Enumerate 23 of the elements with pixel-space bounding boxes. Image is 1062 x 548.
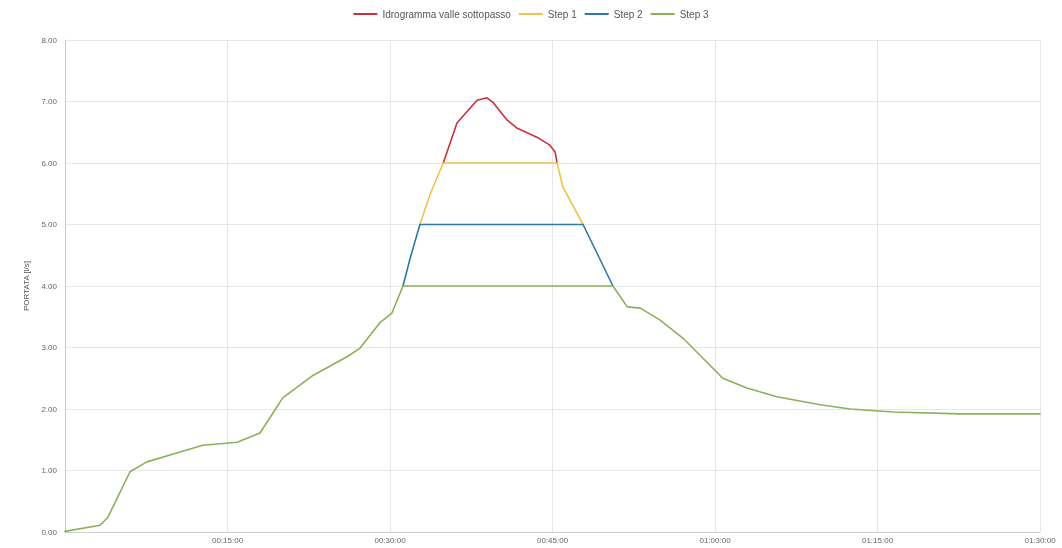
legend-label: Step 2 [613, 8, 644, 20]
x-tick-label: 01:00:00 [699, 535, 732, 545]
legend-label: Step 3 [679, 8, 709, 20]
line-series [402, 223, 614, 287]
x-tick-label: 00:30:00 [374, 535, 407, 545]
legend-label: Idrogramma valle sottopasso [382, 8, 512, 20]
y-tick-label: 4.00 [41, 281, 58, 291]
line-series [442, 97, 558, 164]
y-tick-label: 5.00 [41, 220, 58, 229]
y-tick-label: 2.00 [41, 404, 58, 414]
y-tick-label: 6.00 [41, 158, 58, 168]
x-tick-label: 00:15:00 [211, 535, 244, 545]
y-tick-label: 8.00 [41, 35, 58, 45]
x-tick-label: 01:30:00 [1024, 535, 1057, 545]
y-axis-title: PORTATA [l/s] [22, 260, 32, 312]
x-tick-label: 00:45:00 [536, 535, 569, 545]
legend-label: Step 1 [547, 8, 578, 20]
line-series [419, 162, 584, 226]
y-tick-label: 7.00 [41, 97, 58, 106]
y-tick-label: 3.00 [41, 343, 58, 352]
y-tick-label: 1.00 [41, 466, 58, 475]
x-tick-label: 01:15:00 [861, 535, 894, 545]
y-tick-label: 0.00 [41, 527, 58, 537]
